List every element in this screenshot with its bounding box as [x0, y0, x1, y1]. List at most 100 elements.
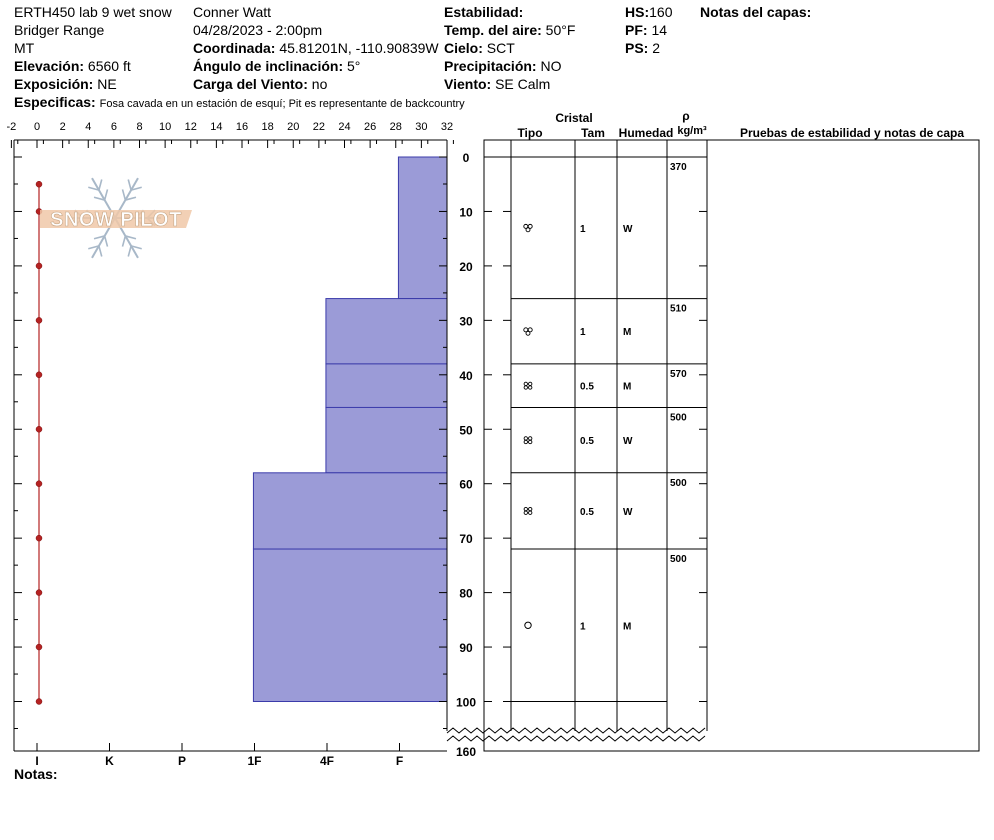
hardness-label: P: [178, 754, 186, 768]
pf-label: PF:: [625, 22, 648, 38]
precip-value: NO: [540, 58, 562, 74]
layer-bar: [325, 363, 448, 408]
precip-row: Precipitación: NO: [444, 58, 561, 74]
logo-text: SNOW PILOT: [50, 209, 182, 231]
observation-datetime: 04/28/2023 - 2:00pm: [193, 22, 323, 38]
layer-density: 370: [670, 162, 687, 173]
stability-row: Estabilidad:: [444, 4, 523, 20]
snowflake-branch: [130, 186, 142, 191]
layer-density: 500: [670, 478, 687, 489]
notes-layers-heading: Notas del capas:: [700, 4, 811, 20]
layer-density: 500: [670, 554, 687, 565]
grain-melt-forms-icon: [528, 510, 533, 515]
snowflake-branch: [103, 235, 109, 247]
temp-tick-label: 26: [364, 121, 376, 133]
temp-tick-label: 32: [441, 121, 453, 133]
snowflake-branch: [125, 235, 137, 240]
hardness-label: F: [396, 754, 403, 768]
layer-moisture: W: [623, 507, 633, 518]
grain-melt-forms-icon: [523, 381, 528, 387]
air-temp-row: Temp. del aire: 50°F: [444, 22, 575, 38]
header-type: Tipo: [517, 126, 542, 140]
snowflake-branch: [98, 179, 103, 191]
layer-size: 1: [580, 621, 586, 632]
temp-tick-label: 28: [390, 121, 402, 133]
snowflake-branch: [125, 196, 137, 201]
layer-moisture: M: [623, 621, 631, 632]
temp-tick-label: 20: [287, 121, 299, 133]
snowflake-branch: [127, 179, 132, 191]
temp-tick-label: 0: [34, 121, 40, 133]
temperature-point: [35, 480, 43, 487]
header-size: Tam: [581, 126, 605, 140]
depth-break-zigzag: [446, 727, 706, 734]
grain-melt-forms-icon: [528, 385, 533, 390]
layer-size: 0.5: [580, 436, 594, 447]
grain-melt-cluster-icon: [527, 223, 533, 229]
snowpilot-logo: SNOW PILOT: [40, 177, 192, 259]
coordinate-row: Coordinada: 45.81201N, -110.90839W: [193, 40, 439, 56]
hardness-label: K: [105, 754, 114, 768]
depth-tick-label: 50: [459, 423, 473, 437]
depth-tick-label: 60: [459, 478, 473, 492]
snowflake-branch: [88, 245, 100, 250]
temp-tick-label: 30: [415, 121, 427, 133]
layer-density: 570: [670, 369, 687, 380]
notes-label: Notas:: [14, 766, 58, 782]
temperature-point: [35, 317, 43, 324]
specifics-label: Especificas:: [14, 94, 96, 110]
sky-value: SCT: [486, 40, 515, 56]
temperature-point: [35, 371, 43, 379]
depth-tick-label: 0: [463, 151, 470, 165]
hs-label: HS:: [625, 4, 650, 20]
depth-tick-label: 80: [459, 587, 473, 601]
range-name: Bridger Range: [14, 22, 105, 38]
snowflake-branch: [121, 235, 127, 247]
layer-bars-group: [252, 156, 448, 702]
specifics-row: Especificas: Fosa cavada en un estación …: [14, 94, 465, 112]
depth-tick-label: 90: [459, 641, 473, 655]
hardness-label: 1F: [247, 754, 261, 768]
temp-tick-label: 4: [85, 121, 91, 133]
specifics-value: Fosa cavada en un estación de esquí; Pit…: [99, 98, 465, 110]
depth-tick-label: 40: [459, 369, 473, 383]
aspect-row: Exposición: NE: [14, 76, 117, 92]
elevation-row: Elevación: 6560 ft: [14, 58, 131, 74]
air-temp-value: 50°F: [545, 22, 576, 38]
coordinate-value: 45.81201N, -110.90839W: [279, 40, 439, 56]
header-density-unit: kg/m³: [677, 125, 707, 137]
layer-moisture: W: [623, 436, 633, 447]
layer-moisture: M: [623, 327, 631, 338]
temp-tick-label: 2: [60, 121, 66, 133]
grain-melt-cluster-icon: [525, 330, 531, 336]
header-tests-notes: Pruebas de estabilidad y notas de capa: [740, 126, 964, 140]
hs-value: 160: [649, 4, 673, 20]
hs-row: HS:160: [625, 4, 672, 20]
logo-banner: [40, 210, 192, 228]
hardness-label: 4F: [320, 754, 334, 768]
coordinate-label: Coordinada:: [193, 40, 276, 56]
elevation-value: 6560 ft: [87, 58, 131, 74]
notes-row: Notas:: [14, 766, 58, 782]
grain-melt-forms-icon: [523, 510, 528, 515]
stability-label: Estabilidad:: [444, 4, 524, 20]
slope-value: 5°: [347, 58, 361, 74]
snowflake-branch: [103, 189, 109, 201]
temp-tick-label: 16: [236, 121, 248, 133]
wind-load-value: no: [311, 76, 328, 92]
depth-tick-label: 70: [459, 532, 473, 546]
precip-label: Precipitación:: [444, 58, 537, 74]
wind-value: SE Calm: [495, 76, 551, 92]
wind-label: Viento:: [444, 76, 492, 92]
depth-tick-label: 10: [459, 205, 473, 219]
temp-tick-label: 6: [111, 121, 117, 133]
observer-name: Conner Watt: [193, 4, 272, 20]
wind-row: Viento: SE Calm: [444, 76, 550, 92]
layer-bar: [397, 156, 448, 300]
layer-density: 510: [670, 304, 687, 315]
grain-melt-forms-icon: [523, 506, 528, 512]
elevation-label: Elevación:: [14, 58, 85, 74]
notes-layers-label: Notas del capas:: [700, 4, 812, 20]
pf-value: 14: [651, 22, 668, 38]
